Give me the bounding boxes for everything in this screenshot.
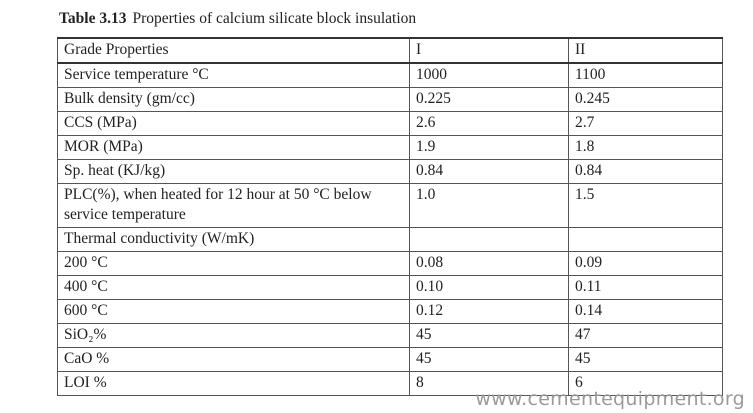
table-cell: 2.7 bbox=[568, 111, 723, 136]
table-cell: 45 bbox=[409, 323, 569, 348]
table-cell: Thermal conductivity (W/mK) bbox=[57, 227, 410, 252]
table-cell: Service temperature °C bbox=[57, 62, 410, 88]
table-row: PLC(%), when heated for 12 hour at 50 °C… bbox=[57, 183, 723, 228]
table-cell: 400 °C bbox=[57, 275, 410, 300]
table-cell: SiO₂% bbox=[57, 323, 410, 348]
table-row: CCS (MPa) 2.6 2.7 bbox=[57, 111, 723, 136]
table-cell: MOR (MPa) bbox=[57, 135, 410, 160]
table-cell bbox=[568, 227, 723, 252]
table-cell: 0.84 bbox=[568, 159, 723, 184]
table-cell: 47 bbox=[568, 323, 723, 348]
table-cell: 0.14 bbox=[568, 299, 723, 324]
table-cell: 1.8 bbox=[568, 135, 723, 160]
table-cell: 600 °C bbox=[57, 299, 410, 324]
table-row: Thermal conductivity (W/mK) bbox=[57, 227, 723, 252]
table-cell: 1.9 bbox=[409, 135, 569, 160]
table-cell: 0.84 bbox=[409, 159, 569, 184]
header-cell: II bbox=[568, 37, 723, 64]
table-cell: PLC(%), when heated for 12 hour at 50 °C… bbox=[57, 183, 410, 228]
table-row: 200 °C 0.08 0.09 bbox=[57, 251, 723, 276]
table-cell: 1100 bbox=[568, 62, 723, 88]
properties-table: Grade Properties I II Service temperature … bbox=[57, 37, 723, 396]
table-cell: 2.6 bbox=[409, 111, 569, 136]
table-row: 400 °C 0.10 0.11 bbox=[57, 275, 723, 300]
table-cell: LOI % bbox=[57, 371, 410, 396]
table-cell: 0.11 bbox=[568, 275, 723, 300]
table-cell: Bulk density (gm/cc) bbox=[57, 87, 410, 112]
table-row: MOR (MPa) 1.9 1.8 bbox=[57, 135, 723, 160]
table-row: Sp. heat (KJ/kg) 0.84 0.84 bbox=[57, 159, 723, 184]
caption-label: Table 3.13 bbox=[59, 10, 127, 27]
table-row: SiO₂% 45 47 bbox=[57, 323, 723, 348]
table-cell: 0.08 bbox=[409, 251, 569, 276]
table-cell: 0.09 bbox=[568, 251, 723, 276]
table-cell: 45 bbox=[568, 347, 723, 372]
table-cell: CCS (MPa) bbox=[57, 111, 410, 136]
caption-title: Properties of calcium silicate block ins… bbox=[132, 10, 417, 27]
table-cell: 45 bbox=[409, 347, 569, 372]
table-cell: 200 °C bbox=[57, 251, 410, 276]
table-row: CaO % 45 45 bbox=[57, 347, 723, 372]
table-cell: 0.225 bbox=[409, 87, 569, 112]
watermark: www.cementequipment.org bbox=[475, 388, 745, 410]
table-row: Service temperature °C 1000 1100 bbox=[57, 62, 723, 88]
table-cell: CaO % bbox=[57, 347, 410, 372]
table-cell: 6 bbox=[568, 371, 723, 396]
table-caption: Table 3.13 Properties of calcium silicate… bbox=[59, 10, 416, 28]
table-cell: 0.245 bbox=[568, 87, 723, 112]
table-row: LOI % 8 6 bbox=[57, 371, 723, 396]
table-row: 600 °C 0.12 0.14 bbox=[57, 299, 723, 324]
table-cell: 0.12 bbox=[409, 299, 569, 324]
table-cell: Sp. heat (KJ/kg) bbox=[57, 159, 410, 184]
header-cell: Grade Properties bbox=[57, 37, 410, 64]
table-cell: 1.5 bbox=[568, 183, 723, 228]
table-cell: 1000 bbox=[409, 62, 569, 88]
header-row: Grade Properties I II bbox=[57, 37, 723, 64]
table-cell: 8 bbox=[409, 371, 569, 396]
header-cell: I bbox=[409, 37, 569, 64]
table-row: Bulk density (gm/cc) 0.225 0.245 bbox=[57, 87, 723, 112]
table-cell: 1.0 bbox=[409, 183, 569, 228]
table-cell: 0.10 bbox=[409, 275, 569, 300]
table-cell bbox=[409, 227, 569, 252]
